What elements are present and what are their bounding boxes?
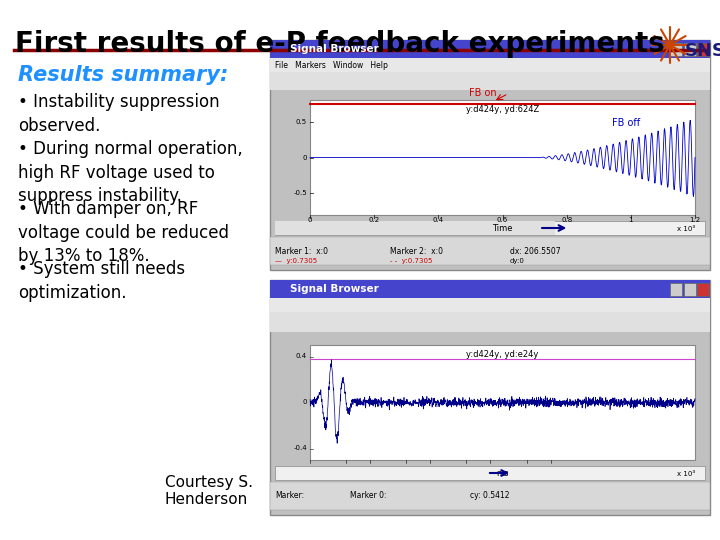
Text: FB on: FB on bbox=[469, 87, 497, 98]
Text: Results summary:: Results summary: bbox=[18, 65, 228, 85]
Bar bbox=[310, 100, 695, 215]
Text: Courtesy S.
Henderson: Courtesy S. Henderson bbox=[165, 475, 253, 508]
Text: • Instability suppression
observed.: • Instability suppression observed. bbox=[18, 93, 220, 134]
Text: 0.4: 0.4 bbox=[296, 354, 307, 360]
Bar bbox=[270, 280, 710, 298]
Text: ms: ms bbox=[496, 469, 509, 478]
Bar bbox=[684, 43, 696, 56]
Text: • System still needs
optimization.: • System still needs optimization. bbox=[18, 260, 185, 302]
Text: Signal Browser: Signal Browser bbox=[290, 44, 379, 54]
Text: 0.8: 0.8 bbox=[561, 217, 572, 223]
Bar bbox=[270, 237, 710, 265]
Bar bbox=[670, 43, 682, 56]
Text: Marker 0:: Marker 0: bbox=[350, 491, 387, 501]
Bar bbox=[310, 345, 695, 460]
Bar bbox=[270, 482, 710, 510]
Bar bbox=[275, 221, 705, 235]
Text: y:d424y, yd:e24y: y:d424y, yd:e24y bbox=[467, 350, 539, 359]
Text: SNS: SNS bbox=[685, 42, 720, 60]
Bar bbox=[270, 40, 710, 58]
Text: -0.4: -0.4 bbox=[293, 446, 307, 451]
Text: 0: 0 bbox=[302, 400, 307, 406]
Bar bbox=[270, 298, 710, 312]
Bar bbox=[270, 72, 710, 90]
Text: FB off: FB off bbox=[611, 118, 640, 128]
Bar bbox=[270, 312, 710, 332]
Text: Marker 1:  x:0: Marker 1: x:0 bbox=[275, 246, 328, 255]
Text: 0.6: 0.6 bbox=[497, 217, 508, 223]
Text: File   Markers   Window   Help: File Markers Window Help bbox=[275, 60, 388, 70]
Text: cy: 0.5412: cy: 0.5412 bbox=[470, 491, 510, 501]
Text: Time: Time bbox=[492, 224, 513, 233]
Text: x 10³: x 10³ bbox=[677, 226, 695, 232]
Bar bbox=[275, 466, 705, 480]
Text: dy:0: dy:0 bbox=[510, 258, 525, 264]
Text: 1.2: 1.2 bbox=[690, 217, 701, 223]
Text: —  y:0.7305: — y:0.7305 bbox=[275, 258, 317, 264]
Text: Signal Browser: Signal Browser bbox=[290, 284, 379, 294]
Bar bbox=[697, 283, 709, 296]
Text: • During normal operation,
high RF voltage used to
suppress instability.: • During normal operation, high RF volta… bbox=[18, 140, 243, 205]
Text: - -  y:0.7305: - - y:0.7305 bbox=[390, 258, 433, 264]
Text: 0: 0 bbox=[307, 217, 312, 223]
Text: -0.5: -0.5 bbox=[293, 191, 307, 197]
Bar bbox=[697, 43, 709, 56]
Bar bbox=[684, 283, 696, 296]
FancyBboxPatch shape bbox=[270, 280, 710, 515]
Text: Marker:: Marker: bbox=[275, 491, 304, 501]
Text: Marker 2:  x:0: Marker 2: x:0 bbox=[390, 246, 443, 255]
Bar bbox=[670, 283, 682, 296]
Text: x 10³: x 10³ bbox=[677, 471, 695, 477]
Text: dx: 206.5507: dx: 206.5507 bbox=[510, 246, 561, 255]
Text: First results of e-P feedback experiments: First results of e-P feedback experiment… bbox=[15, 30, 665, 58]
Text: 0.5: 0.5 bbox=[296, 119, 307, 125]
Text: y:d424y, yd:624Z: y:d424y, yd:624Z bbox=[466, 105, 539, 114]
FancyBboxPatch shape bbox=[270, 40, 710, 270]
Text: 0.4: 0.4 bbox=[433, 217, 444, 223]
Bar bbox=[275, 221, 554, 235]
Text: 0.2: 0.2 bbox=[369, 217, 379, 223]
Text: 0: 0 bbox=[302, 154, 307, 160]
Text: 1: 1 bbox=[629, 217, 633, 223]
Bar bbox=[270, 58, 710, 72]
Text: • With damper on, RF
voltage could be reduced
by 13% to 18%.: • With damper on, RF voltage could be re… bbox=[18, 200, 229, 265]
